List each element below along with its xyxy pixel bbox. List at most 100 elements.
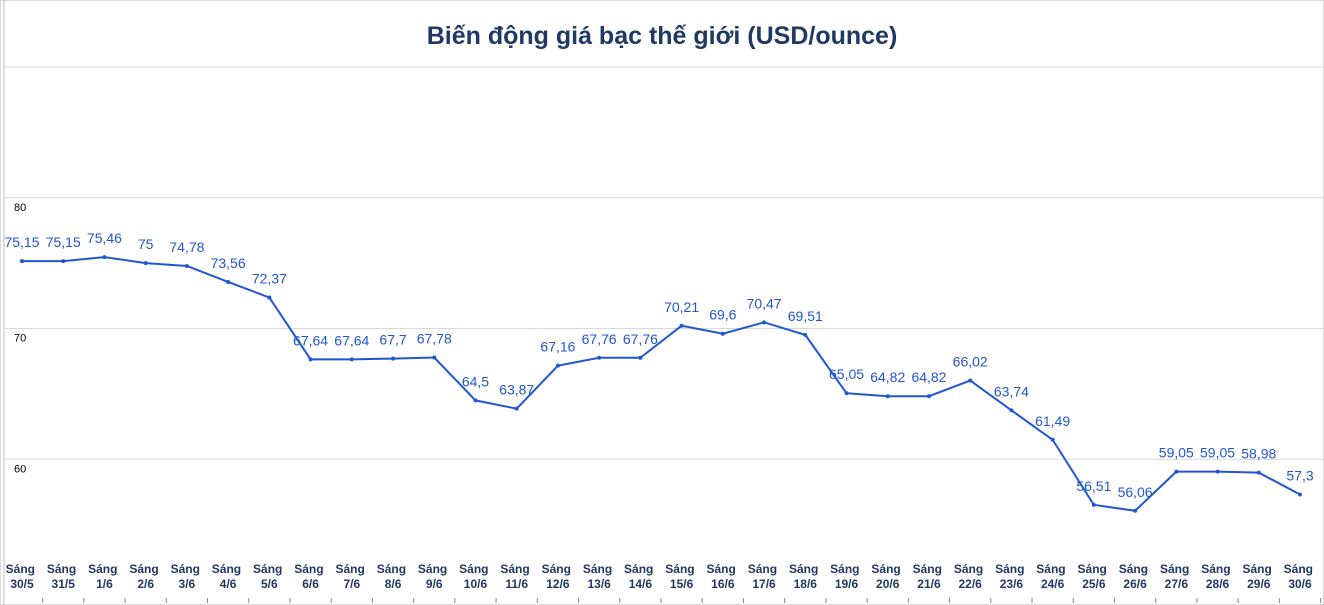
- x-tick-label: Sáng 3/6: [171, 562, 204, 591]
- x-tick-label: Sáng 11/6: [500, 562, 533, 591]
- x-tick-label-line: Sáng: [995, 562, 1028, 576]
- data-label: 70,21: [664, 299, 699, 315]
- x-tick-label-line: 8/6: [385, 577, 402, 591]
- chart-title: Biến động giá bạc thế giới (USD/ounce): [427, 22, 898, 50]
- x-tick-label-line: 7/6: [343, 577, 360, 591]
- x-tick-label-line: Sáng: [748, 562, 781, 576]
- x-tick-label: Sáng 4/6: [212, 562, 245, 591]
- x-tick-label-line: 15/6: [670, 577, 694, 591]
- data-label: 63,74: [994, 383, 1029, 399]
- x-tick-label-line: Sáng: [335, 562, 368, 576]
- data-label: 67,7: [379, 332, 406, 348]
- x-tick-label-line: Sáng: [129, 562, 162, 576]
- point: [720, 331, 725, 336]
- point: [1298, 492, 1302, 497]
- x-tick-label: Sáng 18/6: [789, 562, 822, 591]
- point: [102, 255, 107, 260]
- x-tick-label-line: Sáng: [377, 562, 410, 576]
- point: [1091, 502, 1096, 507]
- data-label: 67,78: [417, 331, 452, 347]
- x-tick-label-line: 18/6: [794, 577, 818, 591]
- x-tick-label-line: 24/6: [1041, 577, 1065, 591]
- x-tick-label-line: 3/6: [179, 577, 196, 591]
- x-tick-label-line: Sáng: [789, 562, 822, 576]
- x-tick-label-line: Sáng: [47, 562, 80, 576]
- x-tick-label: Sáng 24/6: [1036, 562, 1069, 591]
- data-label: 56,51: [1076, 478, 1111, 494]
- point: [473, 398, 478, 403]
- data-label: 56,06: [1118, 484, 1153, 500]
- x-tick-label: Sáng 19/6: [830, 562, 863, 591]
- point: [844, 391, 849, 396]
- x-tick-label: Sáng 27/6: [1160, 562, 1193, 591]
- point: [1050, 437, 1055, 442]
- x-tick-label: Sáng 13/6: [583, 562, 616, 591]
- x-tick-label-line: 11/6: [505, 577, 528, 591]
- data-label: 75,15: [46, 234, 81, 250]
- data-label: 66,02: [953, 354, 988, 370]
- x-tick-label-line: 27/6: [1165, 577, 1189, 591]
- x-tick-label: Sáng 9/6: [418, 562, 451, 591]
- x-tick-label-line: Sáng: [542, 562, 575, 576]
- x-tick-label-line: 23/6: [1000, 577, 1024, 591]
- x-tick-label: Sáng 6/6: [294, 562, 327, 591]
- data-label: 67,76: [582, 331, 617, 347]
- x-tick-label-line: Sáng: [6, 562, 39, 576]
- data-label: 70,47: [747, 295, 782, 311]
- point: [679, 323, 684, 328]
- data-label: 59,05: [1200, 445, 1235, 461]
- x-tick-label-line: 22/6: [959, 577, 983, 591]
- x-tick-label: Sáng 2/6: [129, 562, 162, 591]
- x-tick-label-line: 21/6: [917, 577, 941, 591]
- point: [20, 259, 24, 264]
- data-label: 67,64: [334, 332, 369, 348]
- point: [143, 261, 148, 266]
- y-tick-label: 60: [14, 463, 26, 475]
- x-tick-label: Sáng 12/6: [542, 562, 575, 591]
- data-label: 64,5: [462, 373, 489, 389]
- y-tick-label: 80: [14, 202, 26, 214]
- line: [22, 256, 1301, 512]
- point: [1215, 469, 1220, 474]
- x-tick-label-line: 30/6: [1288, 577, 1312, 591]
- data-label: 74,78: [169, 239, 204, 255]
- x-tick-label-line: 17/6: [752, 577, 776, 591]
- data-label: 64,82: [911, 369, 946, 385]
- x-tick-label: Sáng 8/6: [377, 562, 410, 591]
- x-tick-label-line: 16/6: [711, 577, 735, 591]
- x-tick-label: Sáng 30/5: [6, 562, 39, 591]
- point: [61, 259, 66, 264]
- x-tick-label: Sáng 28/6: [1201, 562, 1234, 591]
- x-tick-label-line: Sáng: [624, 562, 657, 576]
- data-label: 75: [138, 236, 154, 252]
- x-tick-label: Sáng 5/6: [253, 562, 286, 591]
- point: [926, 394, 931, 399]
- x-tick-label-line: Sáng: [1119, 562, 1152, 576]
- data-label: 61,49: [1035, 413, 1070, 429]
- point: [1133, 508, 1138, 513]
- x-tick-label-line: 5/6: [261, 577, 278, 591]
- data-label: 67,76: [623, 331, 658, 347]
- data-label: 67,16: [540, 339, 575, 355]
- x-tick-label-line: 20/6: [876, 577, 900, 591]
- data-label: 75,15: [4, 234, 39, 250]
- data-label: 63,87: [499, 382, 534, 398]
- x-tick-label-line: Sáng: [459, 562, 492, 576]
- x-tick-label-line: 31/5: [52, 577, 76, 591]
- point: [514, 406, 519, 411]
- x-tick-label-line: 4/6: [220, 577, 237, 591]
- x-tick-label: Sáng 17/6: [748, 562, 781, 591]
- x-tick-label: Sáng 1/6: [88, 562, 121, 591]
- x-tick-label: Sáng 20/6: [871, 562, 904, 591]
- x-tick-label: Sáng 29/6: [1242, 562, 1275, 591]
- x-tick-label: Sáng 16/6: [707, 562, 740, 591]
- x-tick-label-line: Sáng: [1036, 562, 1069, 576]
- x-tick-label-line: Sáng: [1284, 562, 1317, 576]
- point: [184, 264, 189, 269]
- x-tick-label-line: Sáng: [871, 562, 904, 576]
- x-tick-label-line: 26/6: [1123, 577, 1147, 591]
- x-tick-label-line: Sáng: [500, 562, 533, 576]
